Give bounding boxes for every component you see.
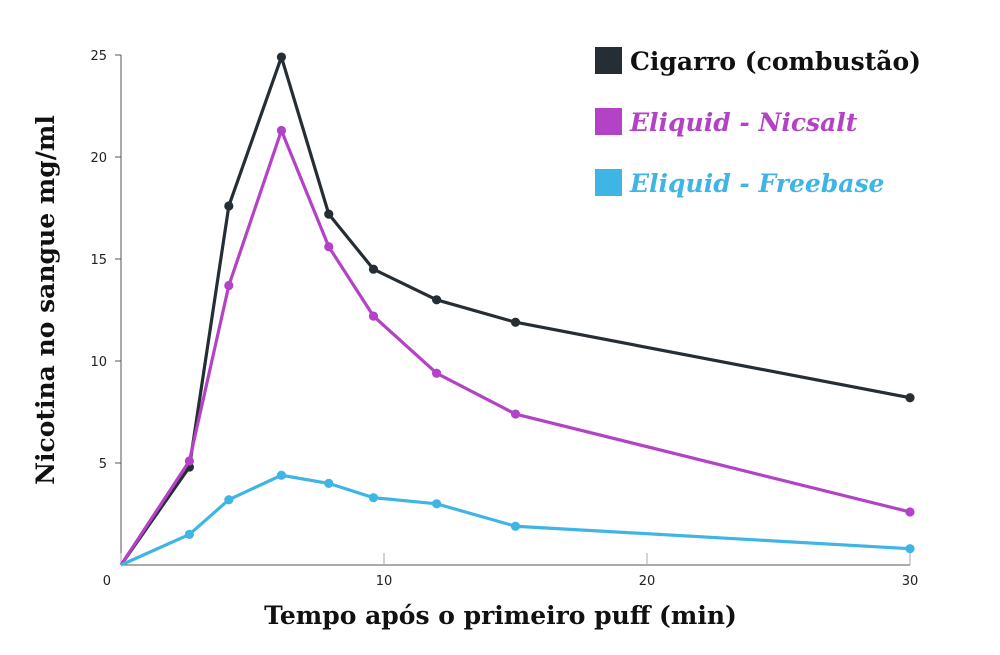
data-point [510,409,521,419]
y-tick-label: 25 [90,49,107,64]
x-axis-title: Tempo após o primeiro puff (min) [264,601,737,630]
data-point [432,368,442,378]
y-axis-title: Nicotina no sangue mg/ml [31,115,60,485]
y-tick-label: 15 [90,253,107,268]
x-tick-label: 0 [103,574,111,589]
legend-item: Eliquid - Nicsalt [595,108,858,137]
legend: Cigarro (combustão) Eliquid - Nicsalt Eliq… [595,47,921,198]
y-tick-label: 5 [99,457,107,472]
data-point [184,456,194,466]
data-point [905,544,915,554]
data-point [510,317,521,327]
data-point [184,529,194,540]
data-point [276,125,287,136]
series-line [120,473,911,567]
x-axis-ticks: 0 10 20 30 [103,553,919,589]
data-point [368,493,379,503]
legend-label: Eliquid - Nicsalt [629,108,858,137]
series-2 [119,125,915,566]
data-point [224,201,234,211]
data-point [905,393,915,403]
data-point [224,495,234,505]
data-point [510,521,521,531]
data-point [324,209,334,219]
data-point [432,295,442,305]
legend-label: Cigarro (combustão) [630,47,921,76]
data-point [276,52,287,62]
x-tick-label: 10 [376,574,393,589]
data-point [368,311,379,321]
data-point [432,499,442,509]
legend-item: Eliquid - Freebase [595,169,884,198]
y-tick-label: 10 [90,355,107,370]
legend-item: Cigarro (combustão) [595,47,921,76]
x-tick-label: 30 [902,574,919,589]
data-point [276,470,287,480]
data-point [324,478,334,488]
data-point [224,280,234,291]
series-layer [119,52,915,567]
data-point [905,507,915,517]
legend-swatch [595,169,622,196]
data-point [324,242,334,252]
y-tick-label: 20 [90,151,107,166]
data-point [368,264,379,274]
legend-label: Eliquid - Freebase [629,169,884,198]
axes [120,55,910,566]
series-3 [120,470,915,567]
legend-swatch [595,108,622,135]
y-axis-ticks: 5 10 15 20 25 [90,49,121,472]
legend-swatch [595,47,622,74]
x-tick-label: 20 [639,574,656,589]
